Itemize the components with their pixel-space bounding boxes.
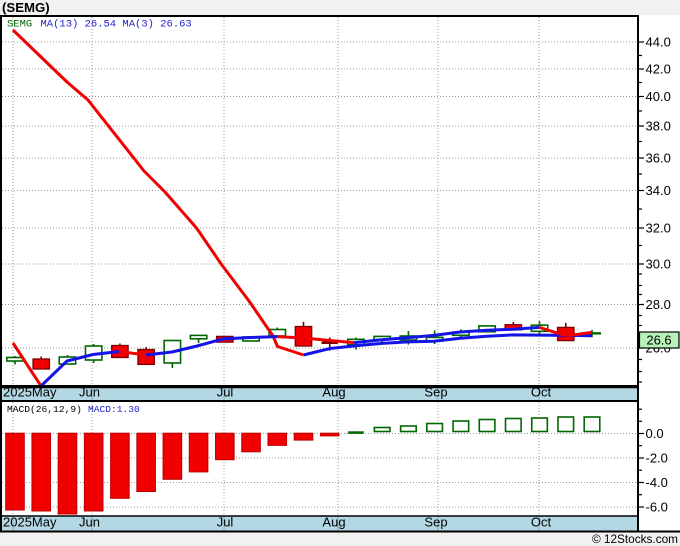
svg-text:30.0: 30.0 (646, 257, 671, 272)
svg-text:Sep: Sep (424, 515, 447, 530)
svg-text:40.0: 40.0 (646, 89, 671, 104)
svg-text:Jul: Jul (217, 515, 234, 530)
svg-text:26.6: 26.6 (646, 333, 671, 348)
svg-text:Jul: Jul (217, 385, 234, 400)
svg-text:-2.0: -2.0 (646, 451, 668, 466)
svg-text:2025May: 2025May (3, 385, 57, 400)
svg-text:44.0: 44.0 (646, 35, 671, 50)
svg-text:MA(13) 26.54 MA(3) 26.63: MA(13) 26.54 MA(3) 26.63 (41, 19, 192, 31)
svg-text:Sep: Sep (424, 385, 447, 400)
svg-text:(SEMG): (SEMG) (2, 0, 50, 15)
svg-text:32.0: 32.0 (646, 221, 671, 236)
svg-text:Jun: Jun (79, 385, 100, 400)
svg-text:SEMG: SEMG (7, 19, 32, 31)
svg-text:0.0: 0.0 (646, 426, 664, 441)
svg-text:Oct: Oct (531, 515, 552, 530)
svg-text:-6.0: -6.0 (646, 500, 668, 515)
svg-text:-4.0: -4.0 (646, 475, 668, 490)
svg-text:34.0: 34.0 (646, 183, 671, 198)
svg-text:MACD:1.30: MACD:1.30 (88, 404, 140, 415)
svg-text:2025May: 2025May (3, 515, 57, 530)
svg-text:MACD(26,12,9): MACD(26,12,9) (7, 404, 82, 415)
svg-text:42.0: 42.0 (646, 62, 671, 77)
svg-text:Jun: Jun (79, 515, 100, 530)
svg-text:36.0: 36.0 (646, 151, 671, 166)
svg-text:Aug: Aug (322, 385, 345, 400)
svg-text:38.0: 38.0 (646, 119, 671, 134)
svg-text:Oct: Oct (531, 385, 552, 400)
svg-text:Aug: Aug (322, 515, 345, 530)
svg-text:28.0: 28.0 (646, 297, 671, 312)
svg-text:© 12Stocks.com: © 12Stocks.com (592, 532, 678, 546)
